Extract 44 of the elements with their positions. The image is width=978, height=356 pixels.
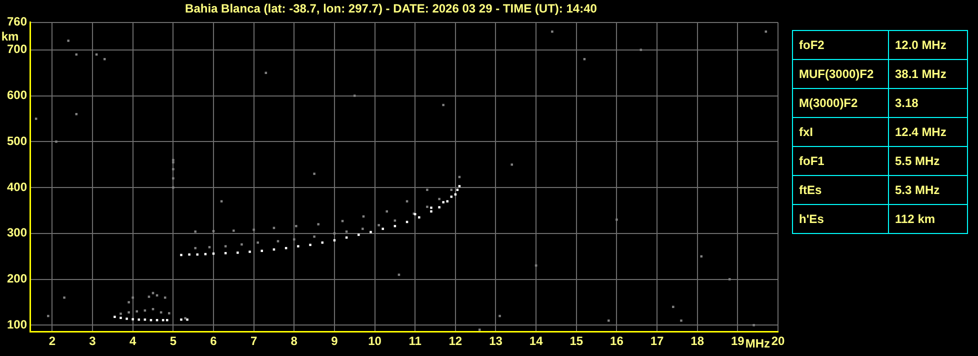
x-tick-label: 10 — [368, 334, 382, 348]
x-tick-label: 12 — [448, 334, 462, 348]
text: foF2 — [792, 30, 888, 60]
x-tick-label: 9 — [331, 334, 338, 348]
x-tick-label: 15 — [570, 334, 584, 348]
x-tick-label: 19 — [731, 334, 745, 348]
text: MUF(3000)F2 — [792, 60, 888, 88]
x-tick-label: 3 — [89, 334, 96, 348]
x-tick-label: 4 — [130, 334, 136, 348]
text: foF1 — [792, 146, 888, 176]
text: 3.18 — [888, 88, 968, 118]
x-tick-label: 11 — [408, 334, 422, 348]
y-tick-label: 200 — [6, 272, 28, 286]
y-tick-label: 300 — [6, 226, 28, 240]
x-tick-label: 18 — [690, 334, 704, 348]
y-tick-label: 700 — [6, 42, 28, 56]
text: 5.3 MHz — [888, 176, 968, 204]
x-tick-label: 2 — [48, 334, 56, 348]
text: h'Es — [792, 204, 888, 234]
x-tick-label: 7 — [250, 334, 258, 348]
x-tick-label: 17 — [650, 334, 664, 348]
y-tick-label: 760 — [6, 14, 28, 29]
x-tick-label: 20 — [771, 334, 785, 348]
text: fxI — [792, 118, 888, 146]
x-tick-label: 5 — [170, 334, 177, 348]
text: 12.4 MHz — [888, 118, 968, 146]
x-tick-label: 6 — [210, 334, 218, 348]
text: 112 km — [888, 204, 968, 234]
chart-title: Bahia Blanca (lat: -38.7, lon: 297.7) - DATE: 2026 03 29 - TIME (UT): 14:40 — [185, 2, 598, 16]
y-axis-title: km — [1, 30, 19, 44]
text: 5.5 MHz — [888, 146, 968, 176]
y-tick-label: 600 — [6, 88, 28, 102]
x-tick-label: 16 — [610, 334, 624, 348]
y-tick-label: 500 — [6, 134, 28, 148]
x-axis-title: MHz — [745, 336, 770, 350]
text: 38.1 MHz — [888, 60, 968, 88]
y-tick-label: 400 — [6, 180, 28, 194]
x-tick-label: 14 — [529, 334, 544, 348]
y-tick-label: 100 — [6, 317, 28, 332]
text: 12.0 MHz — [888, 30, 968, 60]
x-tick-label: 13 — [489, 334, 503, 348]
text: M(3000)F2 — [792, 88, 888, 118]
text: ftEs — [792, 176, 888, 204]
x-tick-label: 8 — [290, 334, 298, 348]
